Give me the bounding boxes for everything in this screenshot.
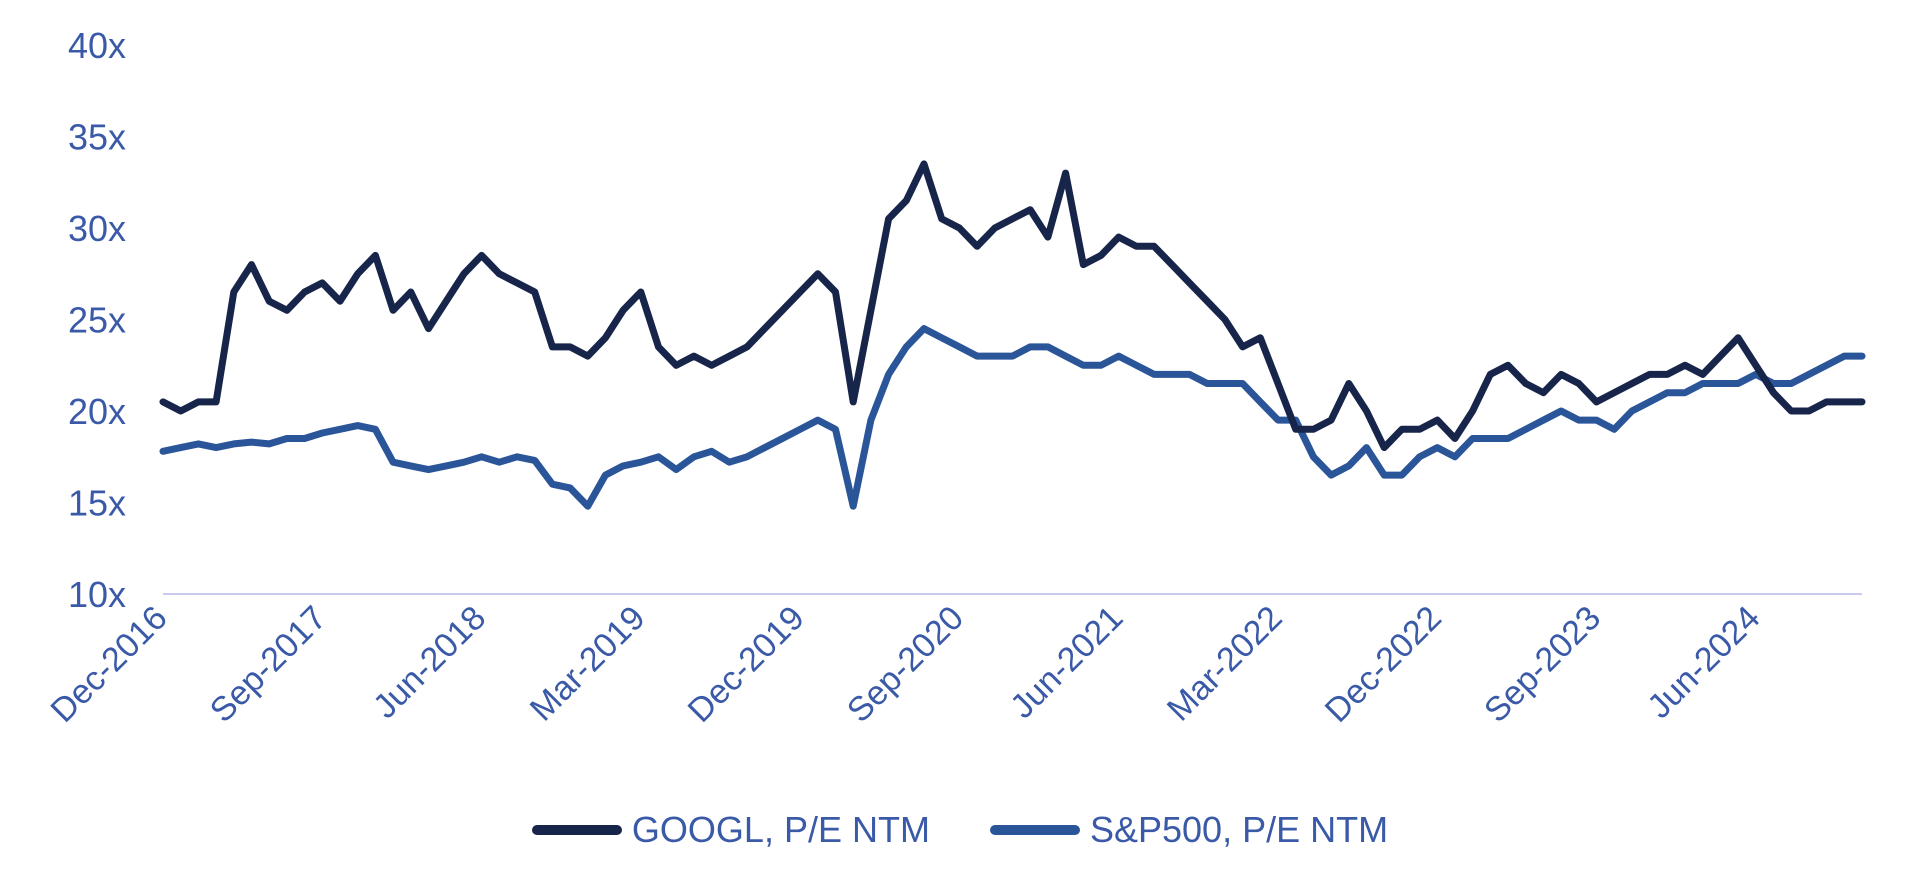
chart-legend: GOOGL, P/E NTM S&P500, P/E NTM [0,800,1920,860]
legend-swatch-sp500 [989,825,1080,835]
x-tick-label: Mar-2022 [1160,599,1290,729]
legend-label-googl: GOOGL, P/E NTM [631,809,930,850]
x-tick-label: Sep-2020 [840,599,971,730]
x-tick-label: Sep-2017 [203,599,334,730]
legend-swatch-googl [531,825,622,835]
x-tick-label: Jun-2021 [1003,599,1130,726]
legend-item-sp500: S&P500, P/E NTM [989,809,1389,851]
x-tick-label: Jun-2018 [366,599,493,726]
y-tick-label: 20x [68,391,126,432]
y-tick-label: 40x [68,25,126,66]
series-line-sp500 [159,325,1866,510]
y-tick-label: 25x [68,300,126,341]
y-tick-label: 30x [68,208,126,249]
x-tick-label: Sep-2023 [1477,599,1608,730]
line-chart: 10x 15x 20x 25x 30x 35x 40x Dec-2016 Sep-2017 Jun… [44,25,1866,730]
y-tick-label: 15x [68,483,126,524]
y-tick-label: 10x [68,574,126,615]
x-tick-label: Mar-2019 [523,599,653,729]
x-tick-label: Dec-2016 [44,599,175,730]
legend-label-sp500: S&P500, P/E NTM [1089,809,1389,850]
x-tick-label: Jun-2024 [1640,599,1767,726]
x-tick-label: Dec-2022 [1318,599,1449,730]
x-tick-label: Dec-2019 [681,599,812,730]
series-line-googl [159,160,1866,452]
y-tick-label: 35x [68,117,126,158]
legend-item-googl: GOOGL, P/E NTM [531,809,930,851]
